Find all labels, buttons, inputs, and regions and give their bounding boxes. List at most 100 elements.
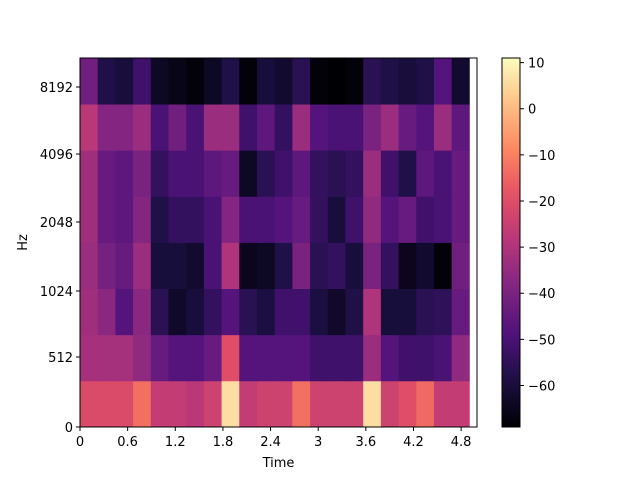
heatmap-cell bbox=[80, 196, 99, 243]
heatmap-cell bbox=[433, 288, 453, 336]
heatmap-cell bbox=[380, 334, 399, 382]
heatmap-cell bbox=[398, 58, 417, 105]
y-tick-label: 1024 bbox=[40, 285, 73, 300]
heatmap-cell bbox=[80, 242, 99, 290]
heatmap-cell bbox=[310, 58, 329, 105]
heatmap-cell bbox=[274, 242, 293, 290]
heatmap-cell bbox=[186, 104, 205, 151]
heatmap-cell bbox=[150, 104, 169, 151]
heatmap-cell bbox=[115, 58, 134, 105]
heatmap-cell bbox=[292, 288, 311, 336]
heatmap-cell bbox=[292, 196, 311, 243]
heatmap-cell bbox=[380, 242, 399, 290]
heatmap-cell bbox=[274, 196, 293, 243]
heatmap-cell bbox=[97, 150, 116, 197]
heatmap-cell bbox=[256, 334, 276, 382]
colorbar bbox=[501, 57, 521, 428]
heatmap-cell bbox=[186, 58, 205, 105]
heatmap-cell bbox=[256, 288, 276, 336]
heatmap-cell bbox=[363, 334, 382, 382]
heatmap-cell bbox=[186, 196, 205, 243]
colorbar-tick-label: −20 bbox=[528, 195, 555, 210]
heatmap-cell bbox=[80, 380, 99, 428]
heatmap-cell bbox=[203, 150, 222, 197]
heatmap-cell bbox=[433, 104, 453, 151]
heatmap-cell bbox=[256, 150, 276, 197]
heatmap-cell bbox=[115, 334, 134, 382]
heatmap-cell bbox=[168, 380, 187, 428]
plot-frame bbox=[79, 57, 478, 428]
x-tick-label: 4.8 bbox=[451, 435, 472, 450]
heatmap-cell bbox=[239, 150, 258, 197]
heatmap-cell bbox=[203, 196, 222, 243]
heatmap-cell bbox=[239, 104, 258, 151]
heatmap-cell bbox=[150, 242, 169, 290]
heatmap-cell bbox=[345, 334, 364, 382]
heatmap-cell bbox=[345, 58, 364, 105]
y-tick-label: 2048 bbox=[40, 216, 73, 231]
heatmap-cell bbox=[168, 242, 187, 290]
x-axis: 0 0.6 1.2 1.8 2.4 3 3.6 4.2 4.8 bbox=[76, 427, 472, 450]
x-tick-label: 2.4 bbox=[260, 435, 281, 450]
heatmap-cell bbox=[203, 288, 222, 336]
heatmap-cell bbox=[398, 150, 417, 197]
heatmap-cell bbox=[97, 104, 116, 151]
heatmap-cell bbox=[80, 334, 99, 382]
colorbar-tick-label: −60 bbox=[528, 379, 555, 394]
x-axis-label: Time bbox=[262, 456, 295, 471]
heatmap-cell bbox=[97, 196, 116, 243]
heatmap-cell bbox=[451, 380, 470, 428]
heatmap-cells bbox=[80, 58, 470, 428]
heatmap-cell bbox=[239, 288, 258, 336]
heatmap-cell bbox=[221, 288, 240, 336]
colorbar-tick-label: −50 bbox=[528, 333, 555, 348]
colorbar-ticks: 10 0 −10 −20 −30 −40 −50 −60 bbox=[520, 57, 555, 394]
heatmap-cell bbox=[239, 380, 258, 428]
heatmap-cell bbox=[150, 288, 169, 336]
heatmap-cell bbox=[292, 334, 311, 382]
heatmap-cell bbox=[115, 104, 134, 151]
heatmap-cell bbox=[168, 196, 187, 243]
heatmap-cell bbox=[97, 58, 116, 105]
heatmap-cell bbox=[416, 334, 435, 382]
heatmap-cell bbox=[433, 58, 453, 105]
heatmap-cell bbox=[380, 104, 399, 151]
heatmap-cell bbox=[274, 288, 293, 336]
heatmap-cell bbox=[380, 288, 399, 336]
heatmap-cell bbox=[97, 242, 116, 290]
heatmap-cell bbox=[310, 334, 329, 382]
heatmap-cell bbox=[380, 58, 399, 105]
heatmap-cell bbox=[150, 150, 169, 197]
heatmap-cell bbox=[398, 196, 417, 243]
heatmap-cell bbox=[239, 58, 258, 105]
heatmap-cell bbox=[451, 196, 470, 243]
heatmap-cell bbox=[310, 196, 329, 243]
x-tick-label: 1.2 bbox=[165, 435, 186, 450]
heatmap-cell bbox=[292, 150, 311, 197]
x-tick-label: 3.6 bbox=[355, 435, 376, 450]
heatmap-cell bbox=[133, 288, 152, 336]
heatmap-cell bbox=[186, 242, 205, 290]
heatmap-cell bbox=[416, 150, 435, 197]
heatmap-cell bbox=[115, 242, 134, 290]
heatmap-cell bbox=[256, 58, 276, 105]
heatmap-cell bbox=[398, 104, 417, 151]
heatmap-cell bbox=[416, 288, 435, 336]
heatmap-cell bbox=[433, 334, 453, 382]
y-axis-label: Hz bbox=[16, 234, 31, 251]
x-tick-label: 0.6 bbox=[117, 435, 138, 450]
y-axis: 0 512 1024 2048 4096 8192 bbox=[40, 81, 80, 436]
heatmap-cell bbox=[97, 288, 116, 336]
heatmap-cell bbox=[433, 380, 453, 428]
x-tick-label: 1.8 bbox=[213, 435, 234, 450]
heatmap-cell bbox=[133, 196, 152, 243]
heatmap-cell bbox=[221, 58, 240, 105]
heatmap-cell bbox=[292, 58, 311, 105]
colorbar-tick-label: −10 bbox=[528, 149, 555, 164]
heatmap-cell bbox=[133, 58, 152, 105]
heatmap-cell bbox=[292, 380, 311, 428]
heatmap-cell bbox=[274, 150, 293, 197]
heatmap-cell bbox=[115, 288, 134, 336]
heatmap-cell bbox=[433, 196, 453, 243]
